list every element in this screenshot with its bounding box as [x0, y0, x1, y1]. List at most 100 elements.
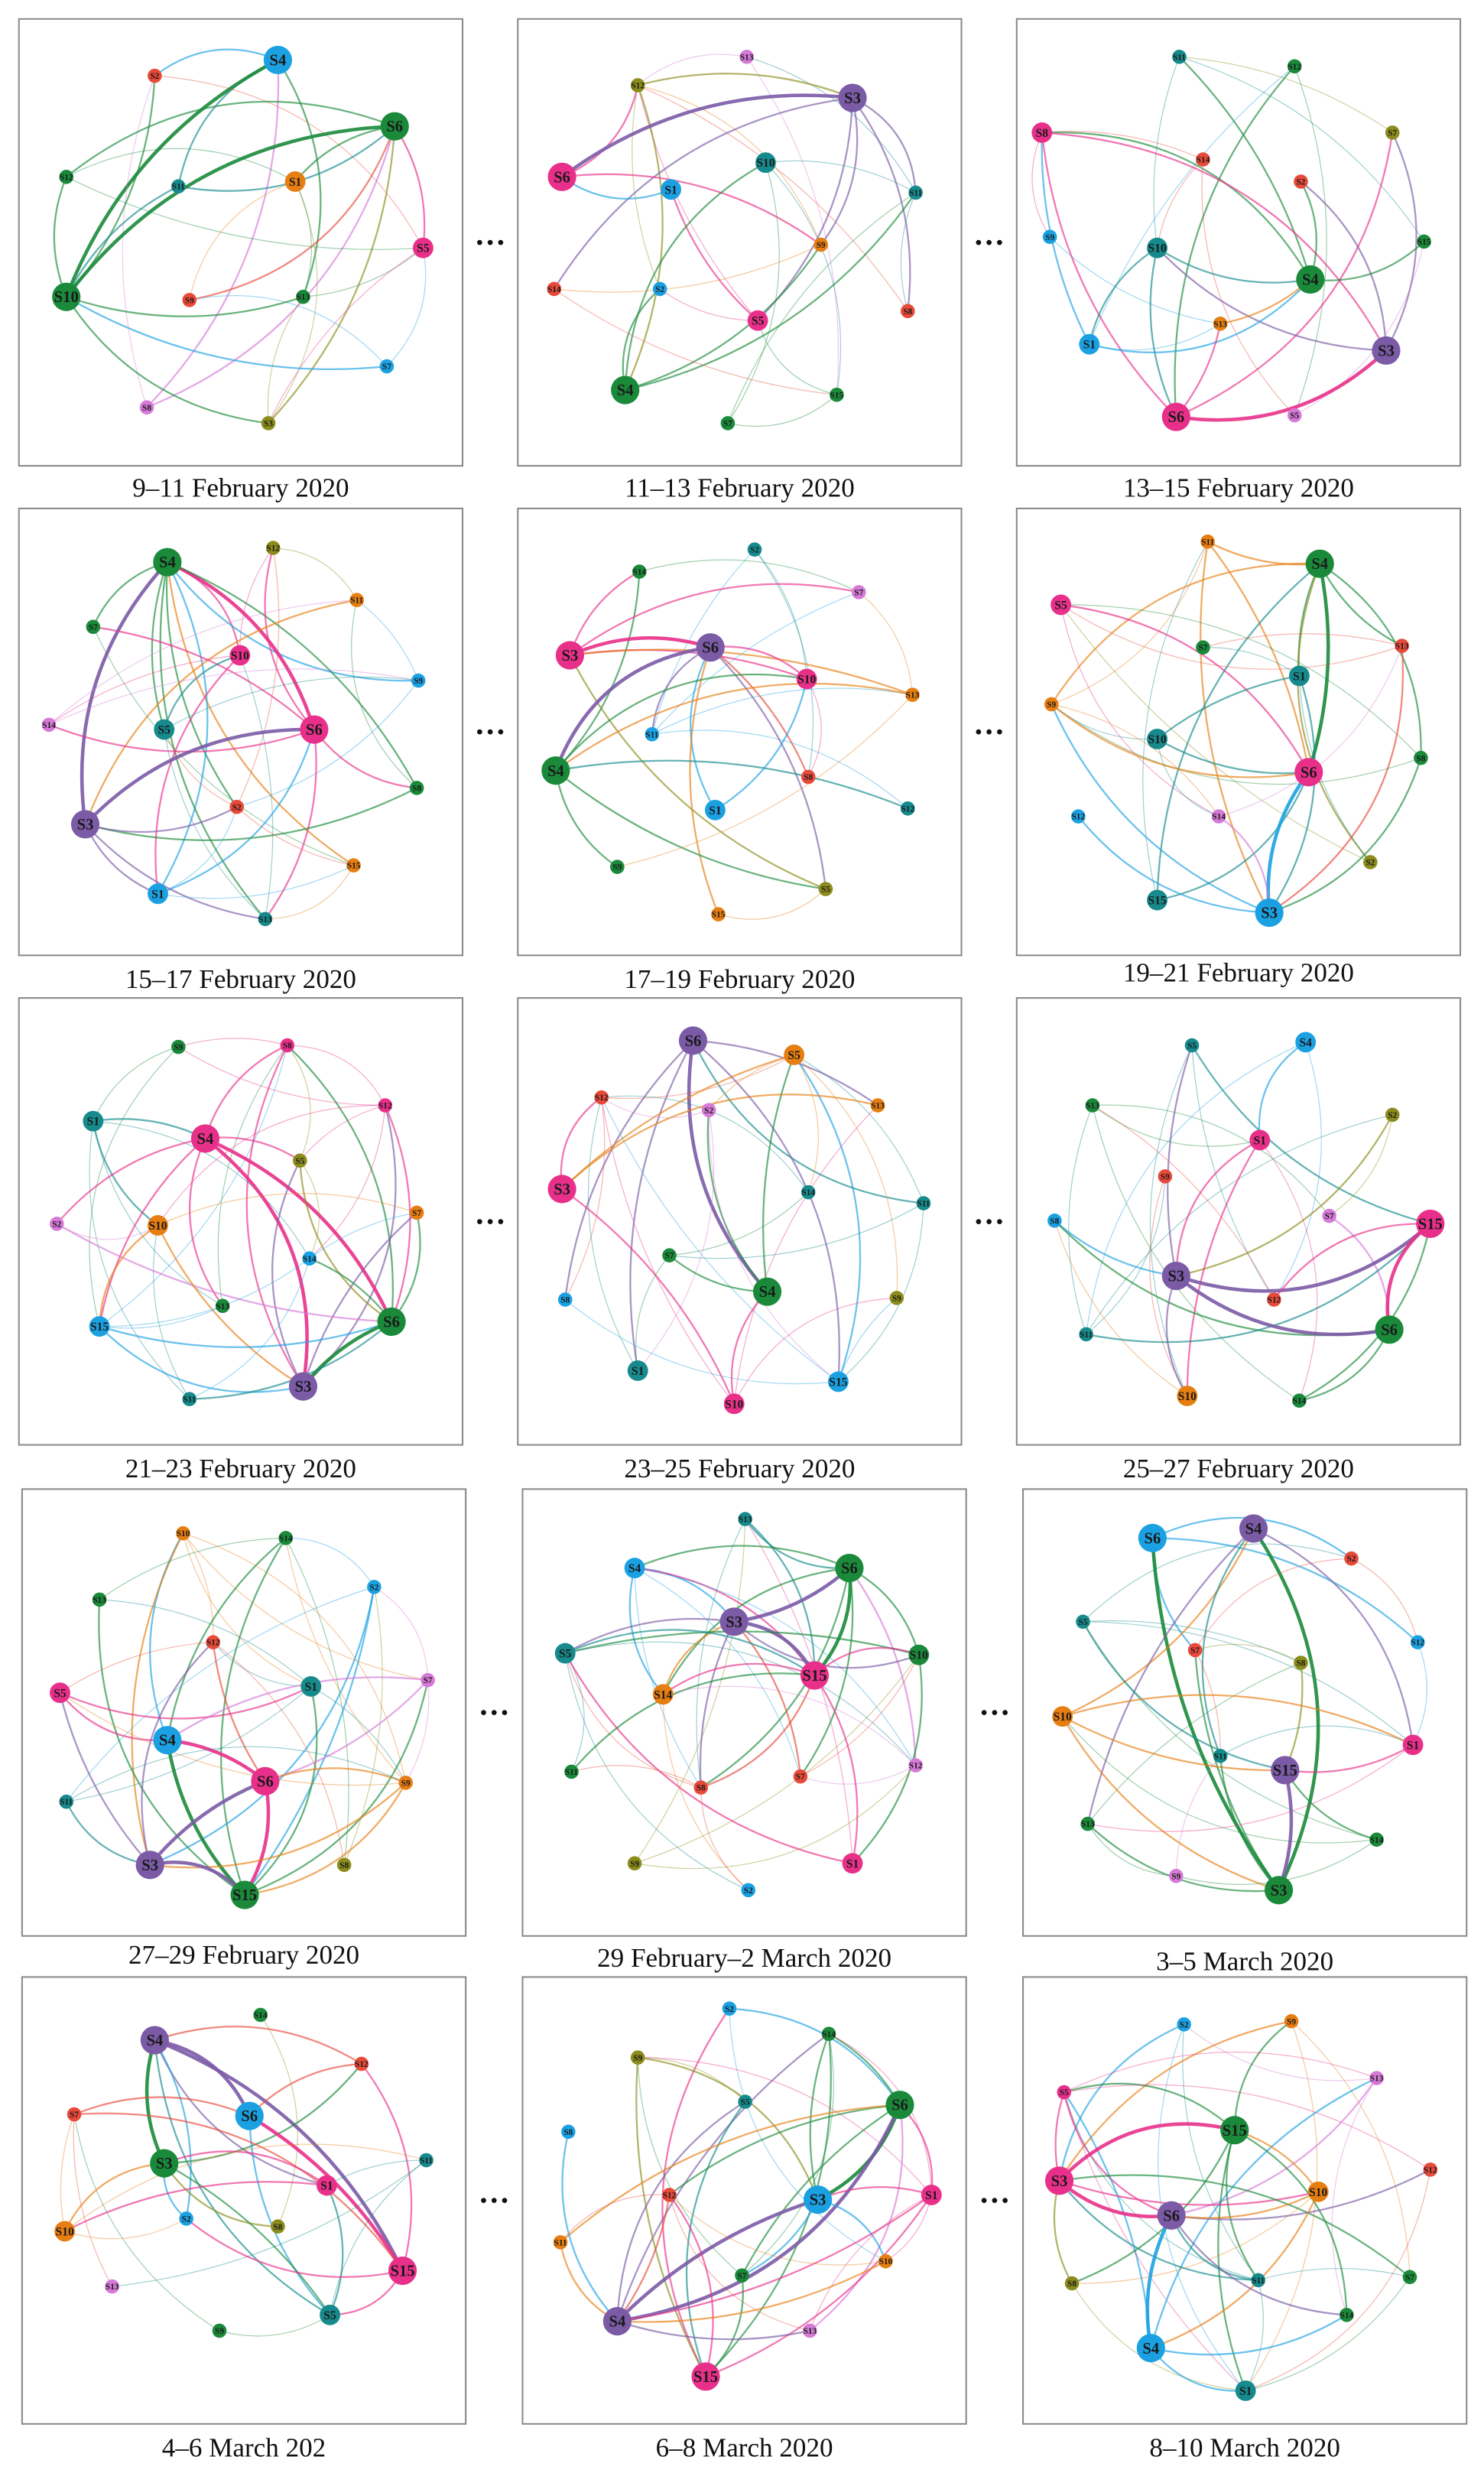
node [67, 2107, 82, 2122]
node [50, 1682, 70, 1704]
node-label: S2 [744, 1886, 753, 1896]
node-label: S7 [1190, 1646, 1200, 1656]
node [908, 1644, 930, 1665]
node-label: S5 [158, 724, 171, 737]
node [1249, 1129, 1271, 1151]
edge [166, 562, 355, 866]
node-label: S10 [177, 1529, 190, 1539]
node [802, 2323, 817, 2338]
ellipsis-separator: ··· [979, 2183, 1010, 2218]
edge [163, 2162, 278, 2227]
node-label: S9 [817, 241, 826, 250]
node [916, 1196, 931, 1210]
edge [1058, 2020, 1292, 2182]
node-label: S3 [264, 419, 273, 428]
edge [625, 192, 917, 392]
node [54, 2221, 76, 2242]
node-label: S12 [1288, 63, 1301, 72]
edge [1082, 1621, 1286, 1772]
edges [559, 2007, 934, 2377]
edge [554, 288, 837, 395]
node-label: S8 [1036, 127, 1049, 140]
node-label: S15 [1273, 1763, 1297, 1779]
edge [1201, 159, 1295, 416]
node [1307, 2181, 1329, 2202]
edge [744, 1518, 816, 1676]
node-label: S3 [1261, 905, 1278, 922]
edge [638, 84, 822, 245]
node-label: S9 [185, 296, 194, 305]
edge [564, 1652, 853, 1864]
edge [637, 84, 908, 312]
edge [329, 2159, 427, 2315]
node-label: S5 [54, 1687, 67, 1700]
node [92, 1592, 107, 1607]
node-label: S1 [1293, 670, 1305, 683]
node [139, 400, 154, 415]
node [1044, 697, 1059, 712]
edge [236, 806, 354, 866]
network-panel: S14 S4 S12 S6 S7 S3 S11 S1 S10 S2 S8 S15 S13 S9 S5 4–6 … [21, 1976, 467, 2462]
node-label: S2 [1296, 178, 1305, 187]
edge [1203, 633, 1402, 648]
node-label: S12 [909, 1762, 923, 1771]
edge [571, 1765, 702, 1789]
edge [800, 1765, 916, 1785]
edge [1206, 541, 1310, 773]
edge [66, 176, 424, 250]
node [284, 171, 306, 192]
node [135, 1851, 164, 1880]
node-label: S8 [283, 1041, 292, 1051]
node-label: S11 [1173, 53, 1186, 62]
node-label: S13 [1395, 642, 1409, 651]
node [52, 282, 81, 311]
node [921, 2184, 942, 2205]
edge [561, 2131, 619, 2322]
network-panel: S9 S8 S12 S1 S4 S5 S7 S2 S10 S14 S13 S15 S6 S3 S11 21–2… [18, 997, 464, 1483]
edge [65, 296, 269, 424]
node [1047, 1213, 1062, 1228]
edge [48, 723, 315, 753]
edge [1201, 1528, 1255, 1756]
node [367, 1580, 382, 1594]
edge [112, 2159, 427, 2287]
node [1213, 317, 1228, 331]
edge [1191, 1045, 1431, 1225]
edge [167, 1676, 428, 1741]
panel-frame [18, 997, 464, 1446]
node [379, 359, 395, 374]
edge [799, 1568, 854, 1777]
node [747, 542, 762, 557]
edge [1086, 1041, 1306, 1335]
edge [555, 571, 641, 772]
node [265, 541, 281, 555]
node [1369, 1832, 1384, 1847]
edge [182, 1533, 312, 1688]
node-label: S1 [1407, 1739, 1419, 1752]
node [739, 50, 754, 64]
edge [1062, 1715, 1285, 1772]
node [154, 719, 175, 740]
node-label: S12 [378, 1102, 392, 1111]
edge [157, 1193, 417, 1227]
node [1064, 2276, 1080, 2291]
node-label: S1 [709, 804, 721, 817]
node-label: S8 [697, 1784, 706, 1793]
edge [56, 1223, 392, 1323]
node-label: S2 [369, 1583, 378, 1592]
node-label: S9 [633, 2054, 642, 2063]
edge [669, 2194, 886, 2266]
node [1157, 2201, 1186, 2230]
edge [59, 1692, 151, 1866]
panel-caption: 11–13 February 2020 [625, 473, 855, 503]
node-label: S4 [617, 382, 634, 399]
node-label: S6 [891, 2097, 908, 2114]
edge [1217, 2130, 1247, 2391]
edge [185, 2218, 403, 2278]
edge [708, 1110, 839, 1383]
edge [1184, 2023, 1377, 2081]
node-label: S8 [563, 2128, 573, 2137]
panel-frame [18, 507, 464, 957]
node [662, 1248, 677, 1263]
panel-caption: 25–27 February 2020 [1123, 1454, 1354, 1483]
